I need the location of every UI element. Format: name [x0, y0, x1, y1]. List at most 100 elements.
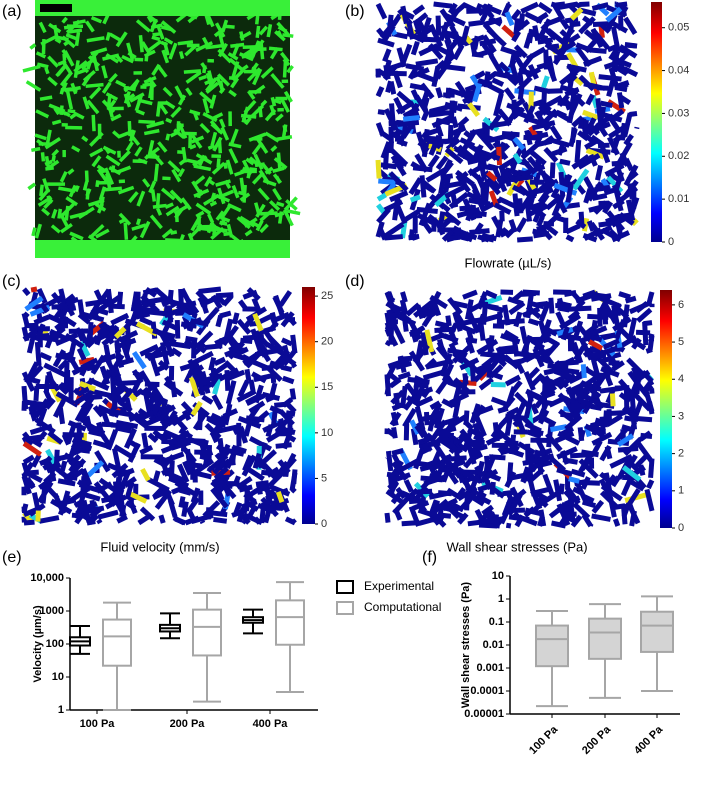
vessel	[589, 221, 593, 231]
vessel	[452, 128, 466, 134]
y-tick-label: 10,000	[30, 572, 64, 584]
y-axis-label: Wall shear stresses (Pa)	[460, 582, 472, 708]
vessel	[484, 167, 496, 169]
vessel	[110, 306, 125, 307]
vessel	[167, 134, 168, 140]
vessel	[504, 136, 515, 140]
vessel	[478, 237, 489, 240]
vessel	[625, 18, 635, 34]
vessel	[60, 408, 62, 424]
vessel	[202, 521, 203, 523]
vessel	[537, 304, 547, 305]
vessel	[499, 347, 516, 349]
vessel	[651, 459, 652, 478]
vessel	[83, 476, 84, 492]
edge-band	[35, 0, 290, 16]
vessel	[583, 364, 584, 378]
vessel	[587, 316, 608, 317]
vessel	[42, 152, 43, 161]
vessel	[171, 232, 177, 233]
vessel	[533, 134, 547, 138]
vessel	[409, 500, 426, 502]
vessel	[59, 209, 60, 219]
vessel	[413, 90, 417, 99]
vessel	[381, 165, 397, 167]
vessel	[215, 359, 225, 364]
panel-label: (f)	[422, 549, 437, 566]
colorbar-tick-label: 0	[678, 522, 684, 534]
vessel	[571, 336, 573, 348]
panel-label: (e)	[2, 549, 22, 566]
vessel	[106, 345, 110, 364]
vessel	[593, 381, 595, 399]
vessel	[441, 175, 444, 193]
vessel	[552, 162, 553, 178]
vessel	[584, 515, 591, 526]
vessel	[429, 113, 448, 115]
vessel	[487, 436, 502, 444]
vessel	[498, 220, 501, 237]
vessel	[637, 303, 647, 311]
vessel	[580, 117, 582, 128]
vessel	[413, 42, 417, 55]
vessel	[292, 389, 294, 400]
vessel	[292, 489, 295, 492]
vessel	[590, 50, 606, 51]
vessel	[565, 175, 567, 188]
vessel	[508, 299, 523, 304]
vessel	[190, 146, 196, 148]
network-map	[378, 4, 637, 240]
vessel	[558, 308, 570, 310]
vessel	[516, 353, 536, 356]
vessel	[542, 418, 555, 425]
y-tick-label: 10	[492, 570, 504, 582]
y-tick-label: 10	[52, 671, 64, 683]
vessel	[637, 418, 652, 419]
vessel	[378, 195, 386, 200]
vessel	[615, 87, 627, 89]
vessel	[76, 186, 78, 192]
vessel	[513, 382, 521, 392]
vessel	[544, 383, 545, 407]
legend-swatch	[337, 602, 353, 614]
vessel	[438, 16, 439, 36]
y-tick-label: 0.0001	[470, 685, 504, 697]
vessel	[120, 382, 138, 383]
vessel	[162, 448, 172, 452]
vessel	[155, 164, 157, 182]
vessel	[495, 205, 511, 213]
colorbar-tick-label: 5	[321, 472, 327, 484]
vessel	[541, 510, 544, 526]
colorbar-tick-label: 1	[678, 485, 684, 497]
vessel	[146, 54, 147, 61]
vessel	[144, 433, 146, 447]
vessel	[211, 358, 214, 371]
vessel	[392, 450, 403, 453]
vessel	[273, 410, 275, 426]
vessel	[140, 35, 142, 52]
vessel	[403, 386, 406, 408]
vessel	[641, 435, 652, 436]
vessel	[592, 516, 611, 520]
vessel	[276, 203, 283, 205]
vessel	[251, 380, 253, 391]
vessel	[549, 398, 566, 406]
vessel	[213, 519, 226, 521]
vessel	[268, 425, 271, 437]
vessel	[544, 76, 548, 87]
y-axis-label: Velocity (µm/s)	[32, 605, 44, 683]
vessel	[522, 326, 526, 343]
vessel	[602, 146, 608, 162]
vessel	[152, 357, 158, 376]
vessel	[181, 497, 183, 508]
vessel	[274, 100, 281, 102]
vessel	[501, 321, 525, 323]
vessel	[417, 14, 427, 22]
vessel	[391, 81, 394, 94]
vessel	[559, 362, 578, 363]
vessel	[535, 489, 551, 493]
vessel	[447, 33, 458, 35]
vessel	[547, 46, 559, 47]
panel-label: (d)	[345, 273, 365, 290]
vessel	[158, 102, 160, 117]
